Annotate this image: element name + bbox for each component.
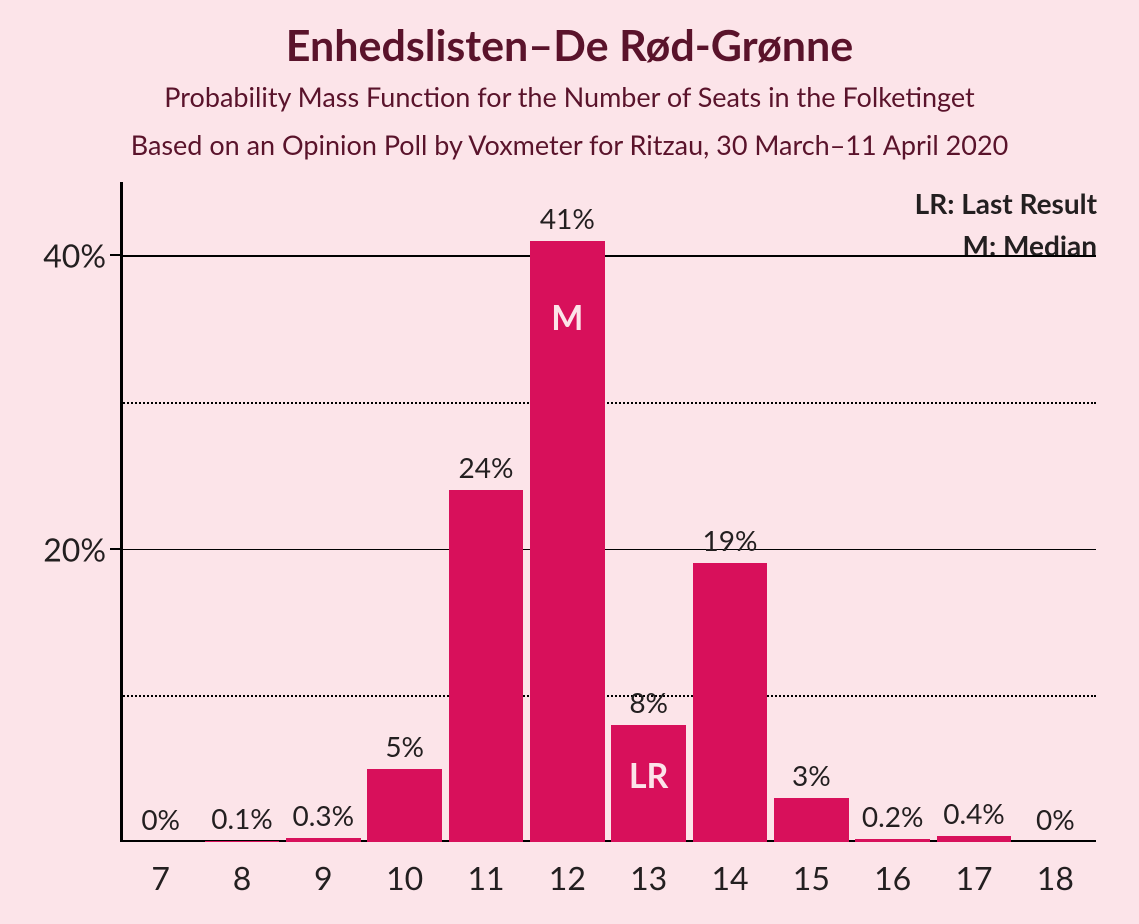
bar-value-label: 0.3% xyxy=(293,798,355,832)
bar: 0.4% xyxy=(937,836,1012,842)
y-tick-label: 40% xyxy=(43,236,106,275)
x-tick-label: 7 xyxy=(151,858,170,897)
x-tick-label: 16 xyxy=(874,858,911,897)
grid-line-major xyxy=(120,255,1096,257)
bar-value-label: 41% xyxy=(540,201,595,235)
x-tick-label: 10 xyxy=(386,858,423,897)
bar-value-label: 0% xyxy=(1036,802,1075,836)
x-tick-label: 8 xyxy=(233,858,252,897)
plot-area: 20%40%0%70.1%80.3%95%1024%1141%128%1319%… xyxy=(120,182,1096,842)
bar-annotation-m: M xyxy=(551,297,583,338)
chart-subtitle-2: Based on an Opinion Poll by Voxmeter for… xyxy=(0,128,1139,161)
bar: 5% xyxy=(367,769,442,842)
bar: 3% xyxy=(774,798,849,842)
bar-value-label: 8% xyxy=(629,685,668,719)
grid-line-major xyxy=(120,549,1096,551)
y-tick-mark xyxy=(110,254,120,256)
bar: 19% xyxy=(693,563,768,842)
y-tick-label: 20% xyxy=(43,529,106,568)
y-tick-mark xyxy=(110,548,120,550)
bar-value-label: 0.2% xyxy=(862,799,924,833)
bar-value-label: 3% xyxy=(792,758,831,792)
chart-title: Enhedslisten–De Rød-Grønne xyxy=(0,20,1139,71)
x-tick-label: 14 xyxy=(711,858,748,897)
x-tick-label: 15 xyxy=(793,858,830,897)
bar: 0.1% xyxy=(205,841,280,842)
bar-value-label: 0% xyxy=(141,802,180,836)
x-tick-label: 12 xyxy=(549,858,586,897)
bar-value-label: 5% xyxy=(385,729,424,763)
y-axis xyxy=(120,182,123,842)
x-tick-label: 18 xyxy=(1037,858,1074,897)
x-tick-label: 9 xyxy=(314,858,333,897)
bar-value-label: 0.4% xyxy=(943,796,1005,830)
x-tick-label: 17 xyxy=(955,858,992,897)
bar: 24% xyxy=(449,490,524,842)
bar-annotation-lr: LR xyxy=(629,755,669,796)
x-tick-label: 13 xyxy=(630,858,667,897)
bar: 0.3% xyxy=(286,838,361,842)
bar: 0.2% xyxy=(855,839,930,842)
chart-subtitle-1: Probability Mass Function for the Number… xyxy=(0,80,1139,113)
x-tick-label: 11 xyxy=(467,858,504,897)
bar-value-label: 0.1% xyxy=(211,801,273,835)
bar-value-label: 19% xyxy=(703,523,758,557)
grid-line-minor xyxy=(120,695,1096,697)
chart-container: Enhedslisten–De Rød-Grønne Probability M… xyxy=(0,0,1139,924)
grid-line-minor xyxy=(120,402,1096,404)
bar-value-label: 24% xyxy=(459,450,514,484)
